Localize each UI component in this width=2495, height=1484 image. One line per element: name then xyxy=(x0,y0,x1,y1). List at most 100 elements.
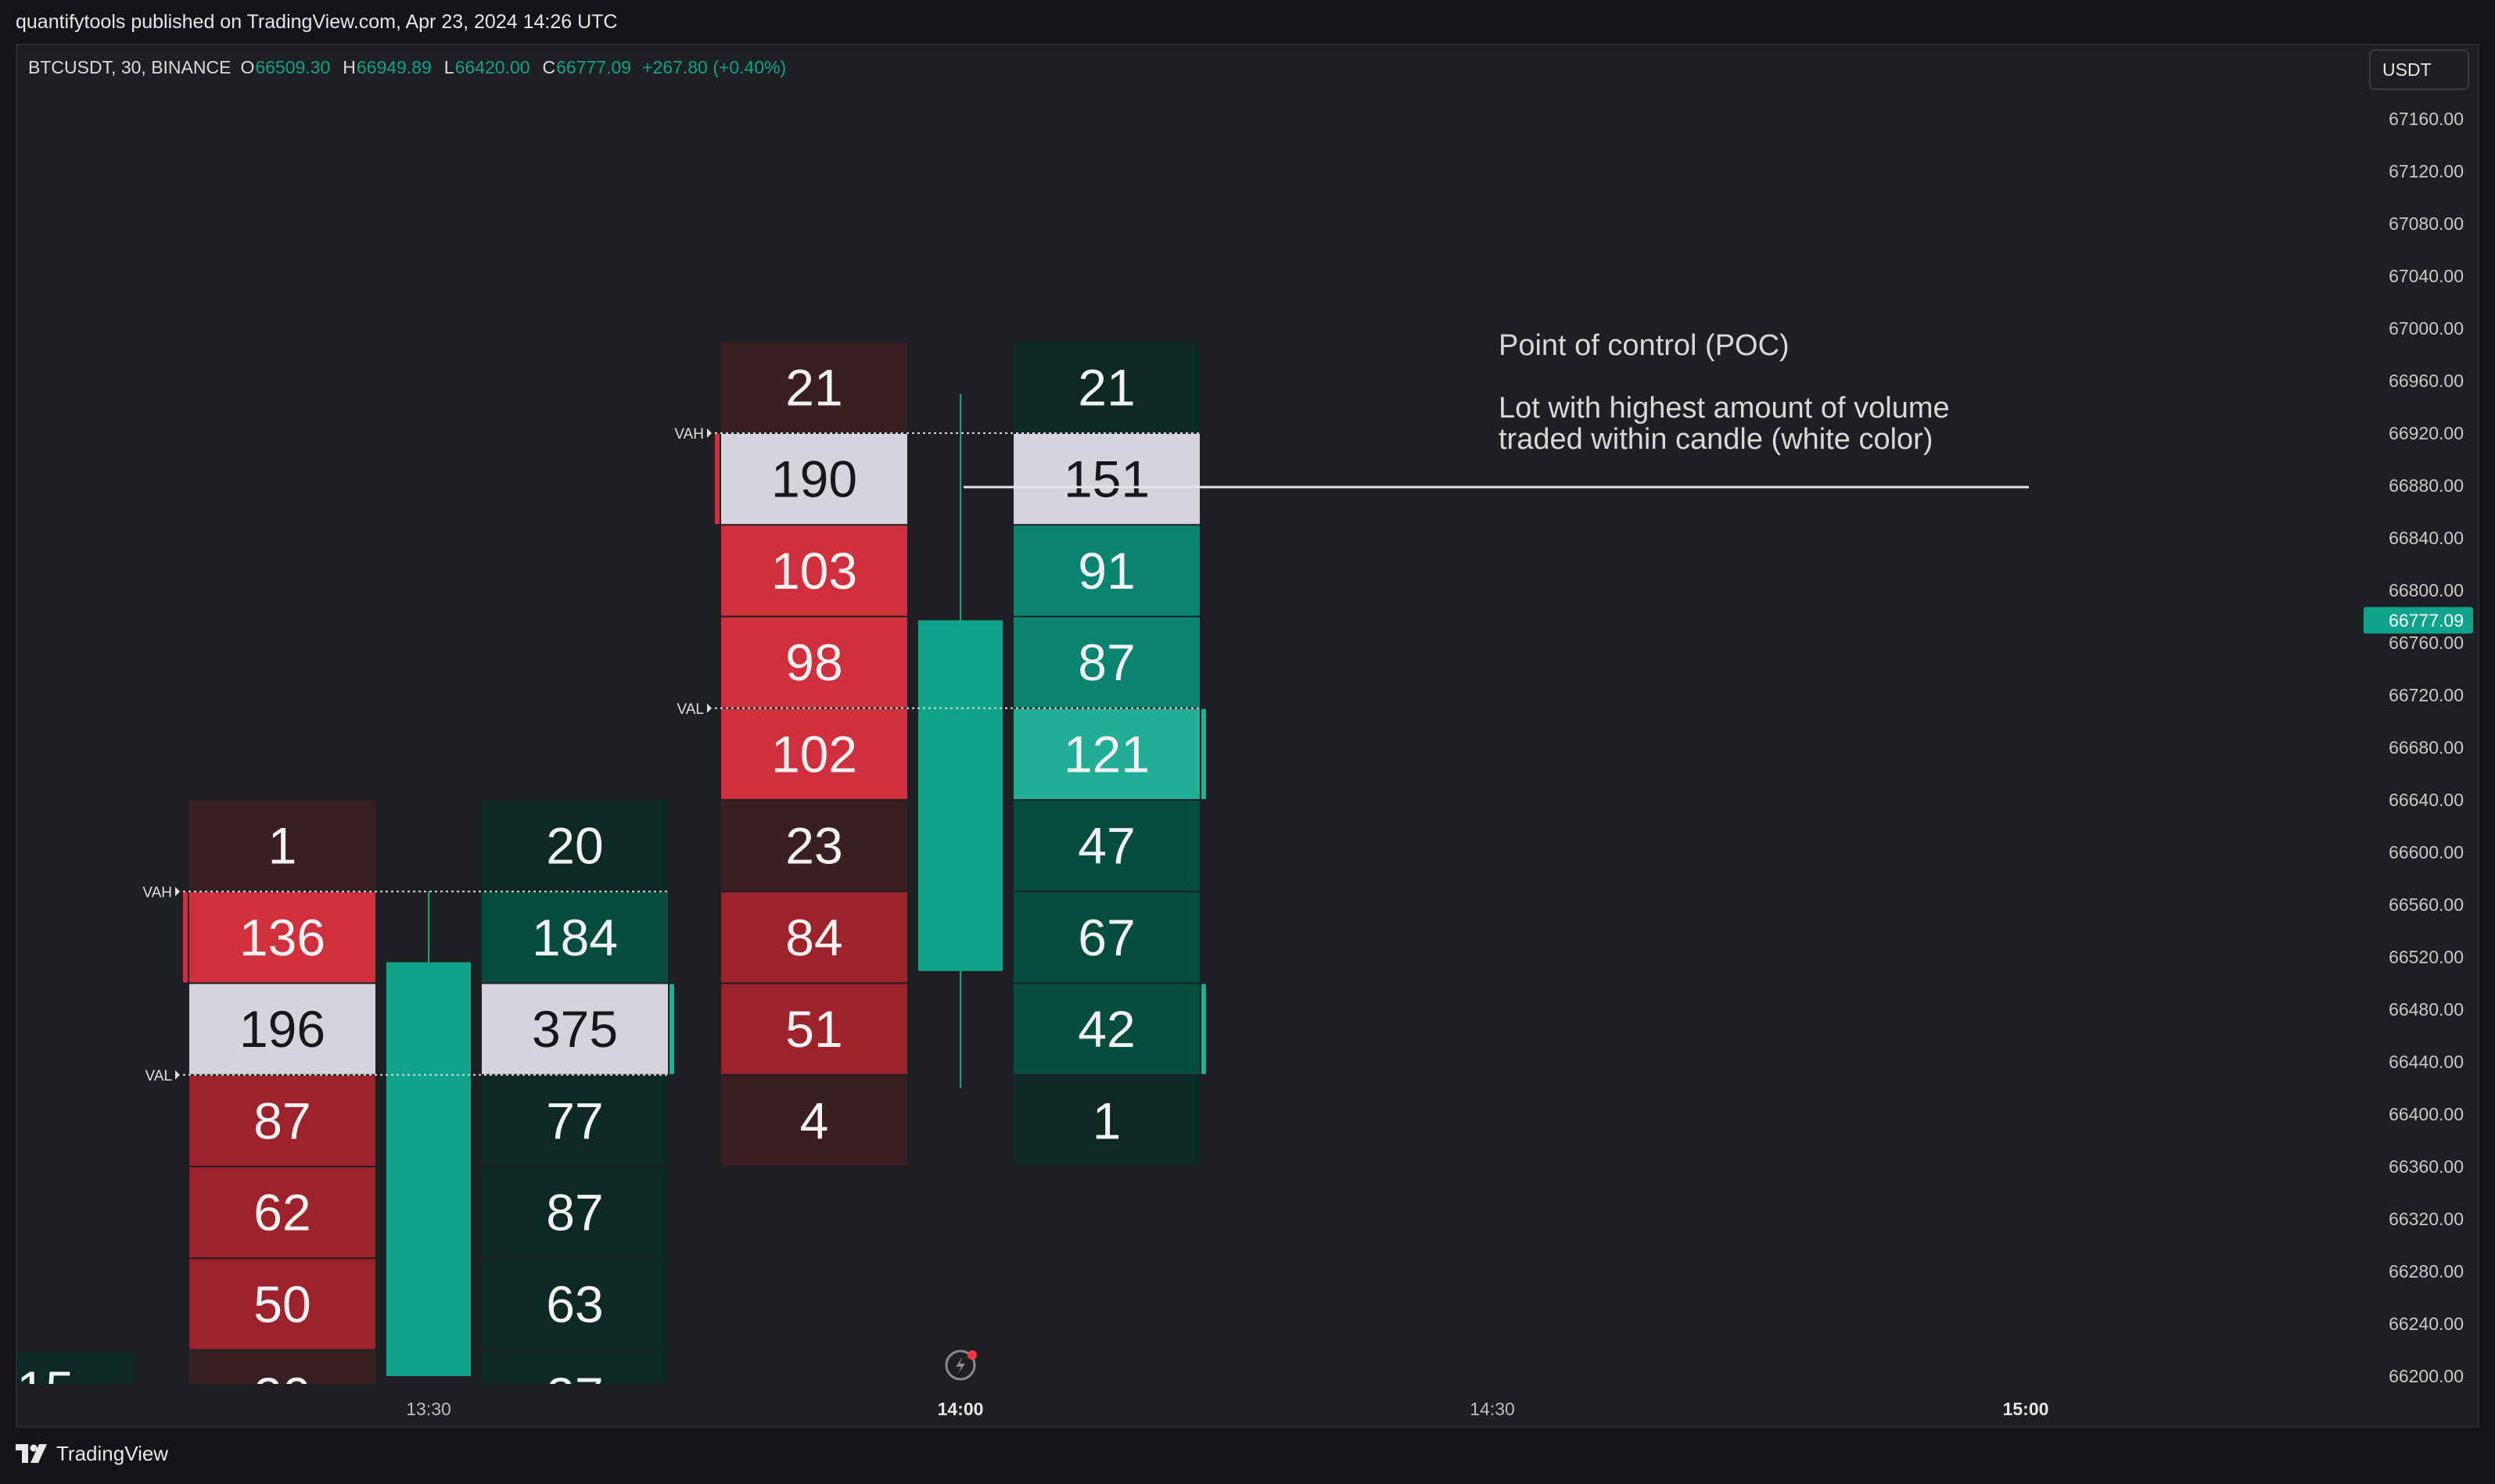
val-marker-icon xyxy=(175,1070,180,1080)
buy-volume-label: 151 xyxy=(1064,450,1150,508)
buy-volume-cell xyxy=(1014,342,1200,432)
sell-volume-label: 62 xyxy=(253,1184,311,1242)
open-value: 66509.30 xyxy=(255,57,330,77)
buy-volume-label: 67 xyxy=(1078,909,1135,966)
sell-volume-cell xyxy=(189,801,375,891)
price-tick-label: 66840.00 xyxy=(2389,528,2464,548)
price-tick-label: 66200.00 xyxy=(2389,1366,2464,1386)
vah-label: VAH xyxy=(142,884,172,901)
price-axis[interactable]: 67160.00 67120.00 67080.00 67040.00 67000.00… xyxy=(2389,109,2464,1386)
buy-volume-label: 184 xyxy=(532,909,618,966)
price-tick-label: 66520.00 xyxy=(2389,947,2464,967)
change-value: +267.80 (+0.40%) xyxy=(642,57,786,77)
sell-volume-label: 23 xyxy=(785,817,842,875)
current-price-label: 66777.09 xyxy=(2389,610,2464,630)
time-tick-label: 14:00 xyxy=(938,1399,984,1419)
tradingview-logo[interactable]: TradingView xyxy=(16,1442,168,1466)
price-tick-label: 67040.00 xyxy=(2389,266,2464,286)
published-text: quantifytools published on TradingView.c… xyxy=(16,11,618,33)
buy-volume-cell xyxy=(1014,708,1200,799)
buy-volume-cell xyxy=(482,892,668,983)
price-tick-label: 66680.00 xyxy=(2389,737,2464,758)
sell-volume-cell xyxy=(721,1075,907,1166)
price-tick-label: 66600.00 xyxy=(2389,842,2464,862)
sell-volume-label: 51 xyxy=(785,1000,842,1058)
sell-volume-cell xyxy=(721,801,907,891)
price-tick-label: 66960.00 xyxy=(2389,371,2464,391)
buy-volume-cell xyxy=(1014,525,1200,616)
annotation-title: Point of control (POC) xyxy=(1499,329,1790,362)
buy-imbalance-bar xyxy=(1201,984,1206,1074)
plot-area: 1136196876250202018437577876327VAHVAL211… xyxy=(16,342,1206,1428)
sell-volume-cell xyxy=(721,617,907,708)
sell-volume-label: 21 xyxy=(785,358,842,416)
buy-volume-cell xyxy=(482,984,668,1074)
candle-body xyxy=(918,620,1003,971)
current-price-tag: 66777.09 xyxy=(2364,607,2473,634)
buy-volume-label: 87 xyxy=(546,1184,603,1242)
price-tick-label: 66320.00 xyxy=(2389,1209,2464,1229)
currency-button[interactable]: USDT xyxy=(2369,49,2469,90)
price-tick-label: 66240.00 xyxy=(2389,1314,2464,1334)
sell-volume-label: 50 xyxy=(253,1275,311,1333)
sell-volume-cell xyxy=(189,984,375,1074)
vah-marker-icon xyxy=(175,887,180,897)
current-price-box xyxy=(2364,607,2473,634)
time-tick-label: 15:00 xyxy=(2003,1399,2049,1419)
vah-marker-icon xyxy=(707,428,712,438)
buy-volume-cell xyxy=(1014,892,1200,983)
price-tick-label: 67120.00 xyxy=(2389,161,2464,181)
sell-volume-cell xyxy=(189,1350,375,1384)
buy-volume-cell xyxy=(1014,434,1200,525)
sell-volume-label: 98 xyxy=(785,633,842,691)
sell-volume-cell xyxy=(721,434,907,525)
footprint-chart[interactable]: BTCUSDT, 30, BINANCE O 66509.30 H 66949.… xyxy=(0,0,2495,1428)
buy-volume-cell xyxy=(1014,984,1200,1074)
annotation-line-1: Lot with highest amount of volume xyxy=(1499,392,1950,425)
val-label: VAL xyxy=(145,1068,172,1084)
sell-volume-label: 102 xyxy=(771,725,857,783)
tradingview-brand: TradingView xyxy=(56,1442,169,1465)
buy-volume-label: 42 xyxy=(1078,1000,1135,1058)
vah-label: VAH xyxy=(674,426,704,443)
buy-volume-label: 47 xyxy=(1078,817,1135,875)
sell-volume-cell xyxy=(189,1259,375,1350)
price-tick-label: 66440.00 xyxy=(2389,1052,2464,1072)
replay-icon[interactable] xyxy=(945,1350,977,1381)
sell-volume-cell xyxy=(721,984,907,1074)
buy-volume-cell xyxy=(482,1167,668,1258)
sell-volume-label: 87 xyxy=(253,1091,311,1149)
partial-footprint-candle: 15 xyxy=(16,1353,135,1418)
buy-volume-label: 121 xyxy=(1064,725,1150,783)
time-axis[interactable]: 13:30 14:00 14:30 15:00 xyxy=(406,1399,2048,1419)
sell-volume-label: 4 xyxy=(800,1091,829,1149)
buy-imbalance-bar xyxy=(670,984,674,1074)
buy-volume-cell xyxy=(482,1350,668,1384)
low-value: 66420.00 xyxy=(455,57,530,77)
close-value: 66777.09 xyxy=(556,57,631,77)
footprint-candle[interactable]: 211901039810223845142115191871214767421V… xyxy=(674,342,1206,1166)
buy-volume-label: 20 xyxy=(546,817,603,875)
price-tick-label: 66360.00 xyxy=(2389,1156,2464,1177)
sell-volume-cell xyxy=(721,892,907,983)
low-label: L xyxy=(444,57,454,77)
sell-volume-label: 1 xyxy=(268,817,297,875)
buy-volume-label: 21 xyxy=(1078,358,1135,416)
sell-volume-cell xyxy=(189,892,375,983)
sell-volume-cell xyxy=(189,1075,375,1166)
tradingview-logo-icon xyxy=(16,1443,47,1463)
price-tick-label: 67080.00 xyxy=(2389,213,2464,234)
partial-volume-cell xyxy=(17,1353,135,1384)
sell-imbalance-bar xyxy=(715,434,720,525)
buy-volume-label: 27 xyxy=(546,1367,603,1425)
symbol-label: BTCUSDT, 30, BINANCE xyxy=(28,57,231,77)
buy-volume-label: 91 xyxy=(1078,542,1135,600)
partial-volume-label: 15 xyxy=(16,1360,74,1418)
ohlc-legend: BTCUSDT, 30, BINANCE O 66509.30 H 66949.… xyxy=(28,57,786,77)
buy-volume-cell xyxy=(482,801,668,891)
footprint-candle[interactable]: 1 136 196 87 62 50 20 20 184 375 77 87 63 27 VAH VAL xyxy=(142,801,674,1428)
sell-volume-label: 20 xyxy=(253,1367,311,1425)
price-tick-label: 66880.00 xyxy=(2389,475,2464,496)
price-tick-label: 66280.00 xyxy=(2389,1261,2464,1281)
price-tick-label: 66760.00 xyxy=(2389,633,2464,653)
